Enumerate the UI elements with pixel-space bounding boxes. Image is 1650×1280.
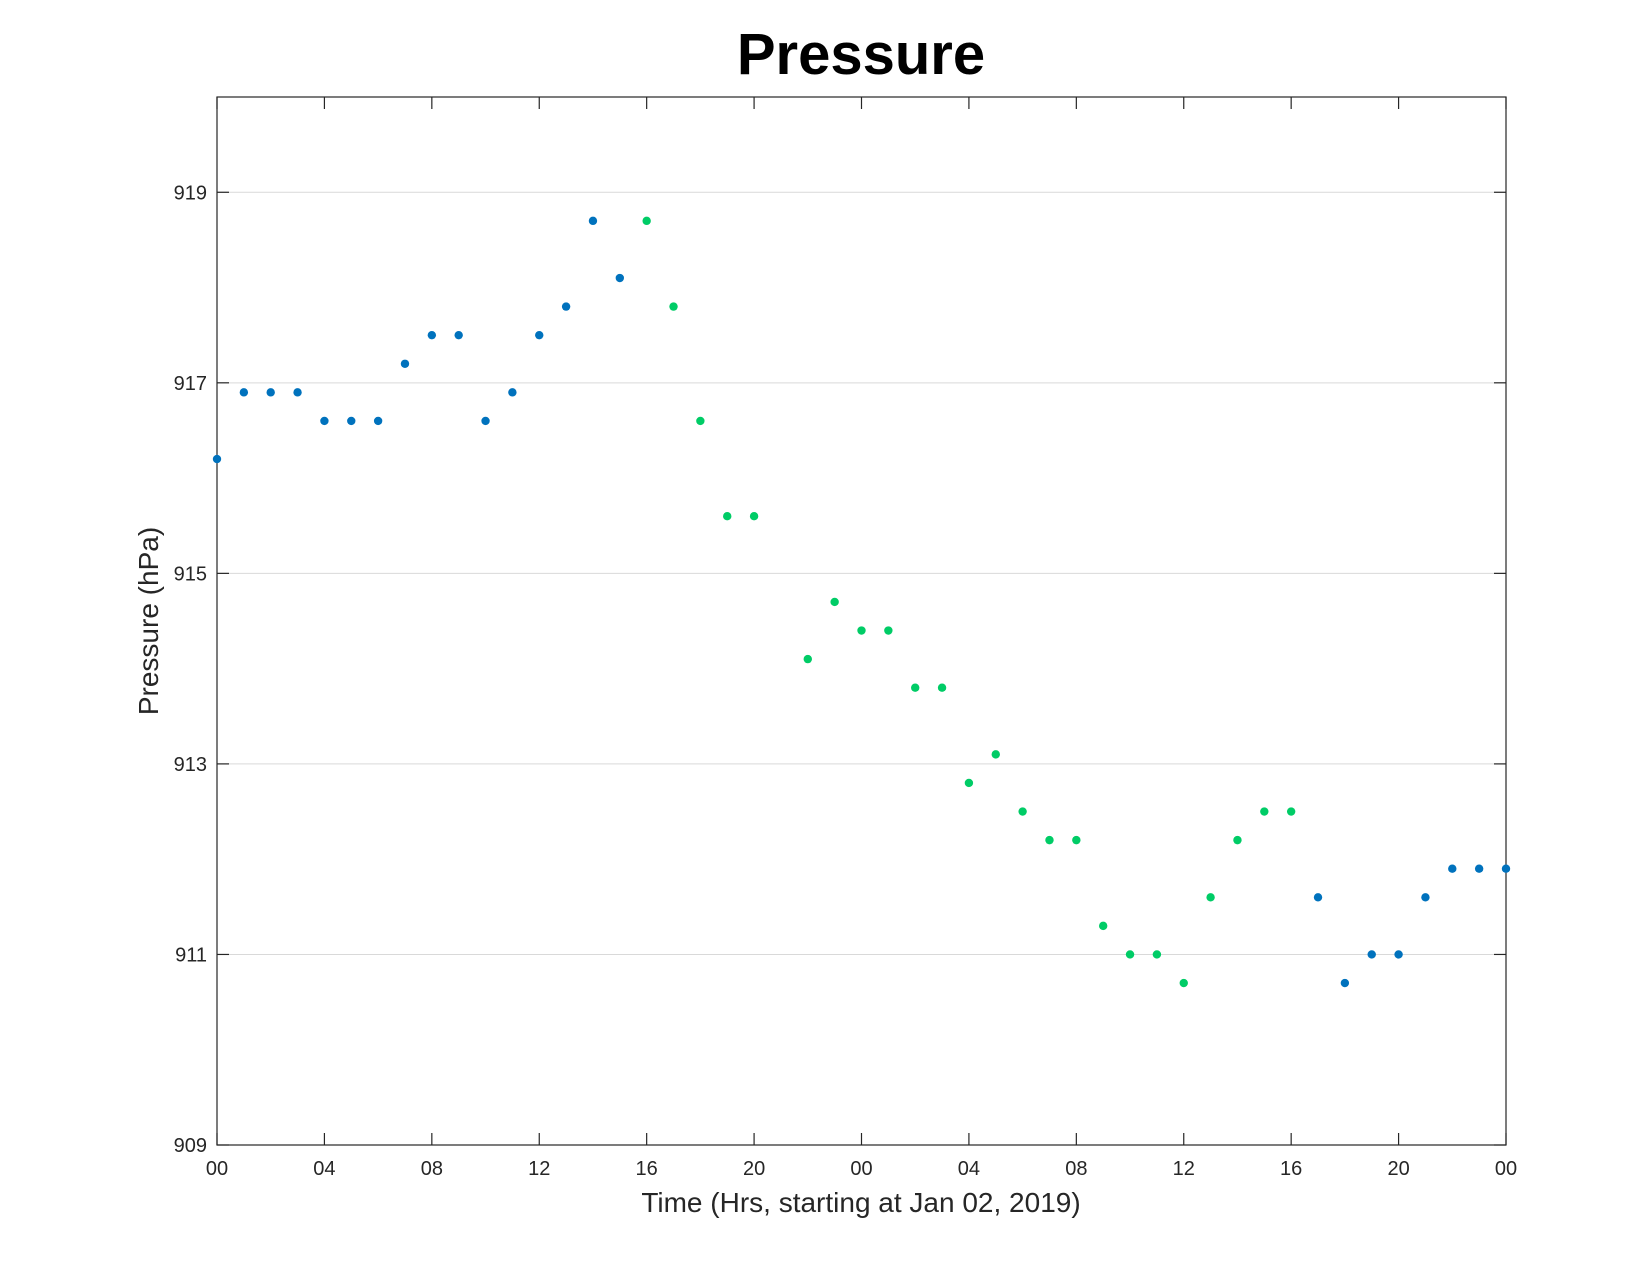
data-point: [1045, 835, 1054, 845]
data-point: [454, 330, 463, 340]
data-point: [320, 416, 329, 426]
data-point: [964, 778, 974, 788]
data-point: [749, 512, 759, 521]
data-point: [937, 683, 947, 692]
data-point: [1152, 950, 1162, 959]
data-point: [293, 388, 302, 397]
data-point: [1072, 835, 1081, 845]
y-tick-label: 913: [174, 754, 207, 776]
data-point: [508, 388, 517, 397]
x-tick-label: 16: [1280, 1158, 1302, 1180]
axis-ticks: [216, 97, 1507, 1146]
y-tick-label: 911: [175, 944, 207, 966]
x-tick-label: 20: [743, 1158, 765, 1180]
data-point: [803, 654, 812, 664]
y-tick-label: 915: [174, 563, 207, 585]
data-point: [1313, 893, 1323, 902]
data-point: [1394, 950, 1403, 959]
y-tick-label: 919: [174, 182, 207, 204]
chart-title: Pressure: [737, 22, 985, 87]
data-point: [212, 454, 222, 464]
data-point: [1260, 807, 1269, 816]
data-point: [427, 330, 437, 340]
data-point: [1340, 978, 1350, 988]
data-point: [1125, 950, 1135, 959]
x-tick-label: 12: [1173, 1158, 1195, 1180]
data-point: [400, 359, 410, 368]
grid-lines: [217, 191, 1506, 955]
data-point: [669, 302, 678, 311]
y-axis-tick-labels: 909 911 913 915 917 919: [174, 182, 207, 1157]
data-point: [1018, 807, 1027, 816]
data-point: [1421, 893, 1430, 902]
data-point: [535, 330, 544, 340]
y-tick-label: 909: [174, 1135, 207, 1157]
data-points: [212, 216, 1511, 988]
data-point: [1448, 864, 1457, 873]
y-tick-label: 917: [174, 373, 207, 395]
x-tick-label: 12: [528, 1158, 550, 1180]
data-point: [347, 416, 356, 426]
data-point: [830, 597, 839, 607]
data-point: [266, 388, 275, 397]
data-point: [561, 302, 571, 311]
data-point: [1206, 893, 1215, 902]
x-tick-label: 00: [1495, 1158, 1517, 1180]
x-tick-label: 04: [313, 1158, 335, 1180]
data-point: [239, 388, 249, 397]
data-point: [373, 416, 383, 426]
data-point: [588, 216, 598, 226]
y-axis-label: Pressure (hPa): [133, 527, 164, 715]
x-tick-label: 20: [1387, 1158, 1409, 1180]
data-point: [1098, 921, 1108, 931]
data-point: [642, 216, 651, 226]
x-axis-label: Time (Hrs, starting at Jan 02, 2019): [641, 1187, 1080, 1218]
x-tick-label: 00: [206, 1158, 228, 1180]
x-axis-tick-labels: 00 04 08 12 16 20 00 04 08 12 16 20 00: [206, 1158, 1517, 1180]
x-tick-label: 00: [850, 1158, 872, 1180]
x-tick-label: 16: [636, 1158, 658, 1180]
data-point: [481, 416, 490, 426]
data-point: [1286, 807, 1296, 816]
data-point: [991, 750, 1000, 759]
data-point: [696, 416, 705, 426]
data-point: [857, 626, 866, 635]
data-point: [1367, 950, 1376, 959]
data-point: [723, 512, 732, 521]
data-point: [911, 683, 920, 692]
plot-area-frame: [216, 96, 1507, 1146]
x-tick-label: 04: [958, 1158, 980, 1180]
data-point: [884, 626, 893, 635]
x-tick-label: 08: [421, 1158, 443, 1180]
data-point: [1474, 864, 1484, 873]
data-point: [1233, 835, 1242, 845]
data-point: [615, 273, 625, 283]
x-tick-label: 08: [1065, 1158, 1087, 1180]
data-point: [1179, 978, 1188, 988]
data-point: [1501, 864, 1511, 873]
